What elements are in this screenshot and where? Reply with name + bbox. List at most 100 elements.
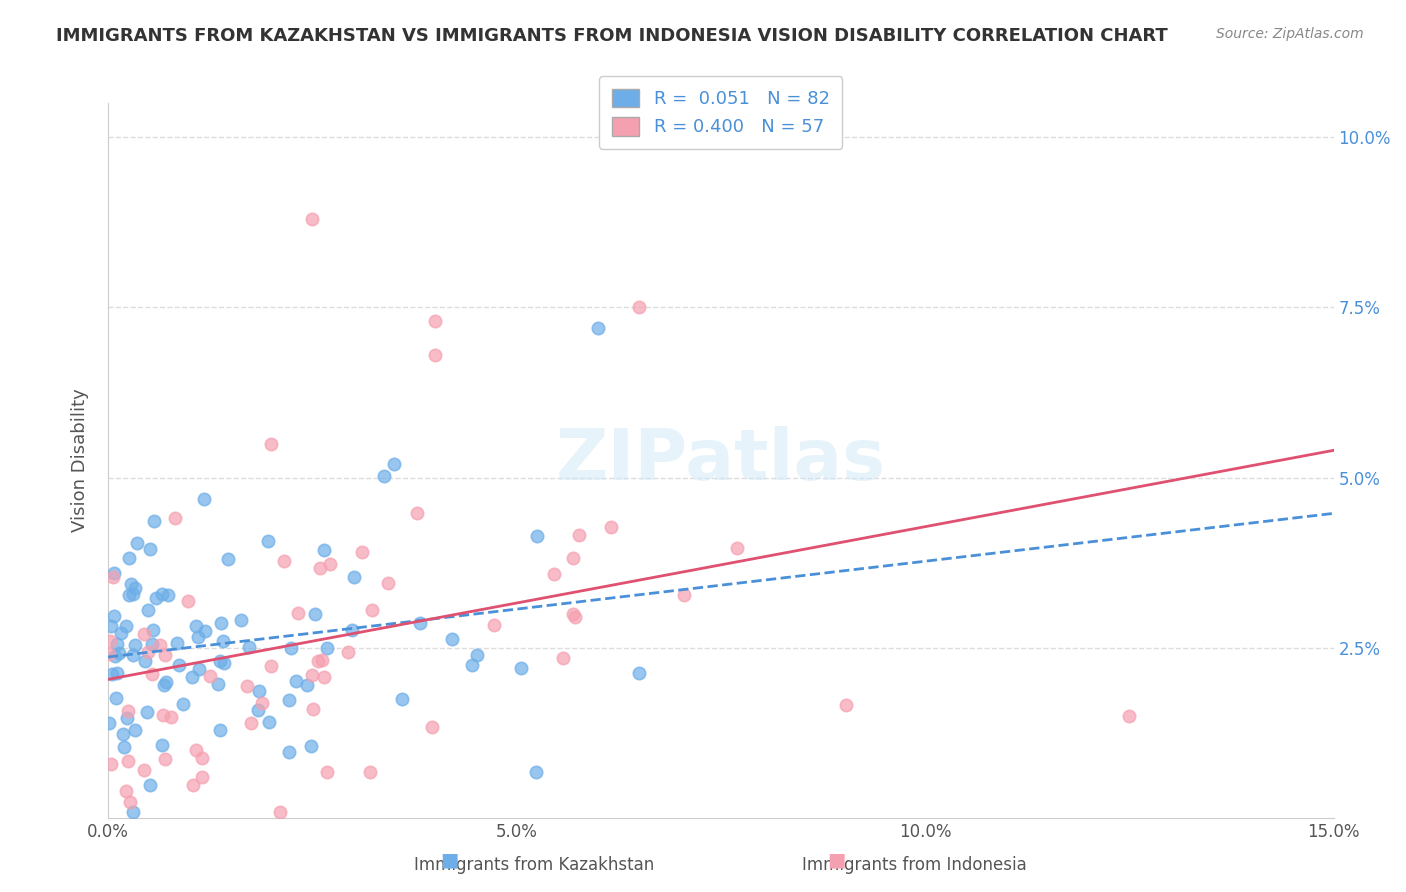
Point xyxy=(235,679,257,693)
Point xyxy=(524,764,547,779)
Point xyxy=(406,506,429,520)
Point xyxy=(121,587,143,601)
Point xyxy=(139,778,162,792)
Point xyxy=(155,675,177,690)
Point xyxy=(308,561,330,575)
Point xyxy=(177,594,200,608)
Point xyxy=(97,716,120,731)
Point xyxy=(564,609,586,624)
Point xyxy=(361,602,384,616)
Point xyxy=(382,457,405,471)
Point xyxy=(301,702,323,716)
Point xyxy=(217,552,239,566)
Point xyxy=(295,678,318,692)
Point xyxy=(304,607,326,621)
Point xyxy=(122,648,145,663)
Point xyxy=(239,716,262,731)
Point xyxy=(112,739,135,754)
Point xyxy=(319,558,342,572)
Point xyxy=(138,603,160,617)
Point xyxy=(377,576,399,591)
Point xyxy=(314,543,336,558)
Point xyxy=(409,615,432,630)
Point xyxy=(191,751,214,765)
Point xyxy=(278,745,301,759)
Point xyxy=(142,514,165,528)
Point xyxy=(101,570,124,584)
Point xyxy=(420,720,443,734)
Point xyxy=(139,542,162,557)
Point xyxy=(208,654,231,668)
Point xyxy=(110,625,132,640)
Point xyxy=(121,805,143,819)
Point xyxy=(98,634,121,648)
Point xyxy=(118,795,141,809)
Point xyxy=(167,658,190,673)
Point xyxy=(835,698,858,712)
Point xyxy=(124,581,146,595)
Point xyxy=(628,300,651,314)
Point xyxy=(526,529,548,543)
Point xyxy=(117,704,139,718)
Point xyxy=(115,783,138,797)
Point xyxy=(120,577,142,591)
Point xyxy=(247,684,270,698)
Point xyxy=(141,637,163,651)
Point xyxy=(153,752,176,766)
Point xyxy=(145,591,167,606)
Point xyxy=(135,705,157,719)
Point xyxy=(373,469,395,483)
Point xyxy=(112,727,135,741)
Point xyxy=(337,645,360,659)
Point xyxy=(561,607,583,621)
Point xyxy=(312,670,335,684)
Point xyxy=(157,589,180,603)
Point xyxy=(105,691,128,706)
Point xyxy=(311,653,333,667)
Point xyxy=(484,618,506,632)
Point xyxy=(100,619,122,633)
Point xyxy=(132,627,155,641)
Point xyxy=(127,536,149,550)
Text: ■: ■ xyxy=(827,851,846,870)
Legend: R =  0.051   N = 82, R = 0.400   N = 57: R = 0.051 N = 82, R = 0.400 N = 57 xyxy=(599,76,842,149)
Text: ■: ■ xyxy=(440,851,460,870)
Point xyxy=(107,665,129,680)
Point xyxy=(260,436,283,450)
Point xyxy=(273,553,295,567)
Point xyxy=(181,778,204,792)
Point xyxy=(600,520,623,534)
Point xyxy=(198,669,221,683)
Point xyxy=(184,743,207,757)
Point xyxy=(1118,709,1140,723)
Point xyxy=(316,765,339,780)
Point xyxy=(104,648,127,663)
Point xyxy=(153,648,176,662)
Point xyxy=(194,624,217,638)
Point xyxy=(150,738,173,752)
Point xyxy=(132,763,155,777)
Point xyxy=(190,770,212,784)
Point xyxy=(423,348,446,362)
Point xyxy=(160,710,183,724)
Point xyxy=(247,703,270,717)
Text: Source: ZipAtlas.com: Source: ZipAtlas.com xyxy=(1216,27,1364,41)
Point xyxy=(193,492,215,507)
Text: IMMIGRANTS FROM KAZAKHSTAN VS IMMIGRANTS FROM INDONESIA VISION DISABILITY CORREL: IMMIGRANTS FROM KAZAKHSTAN VS IMMIGRANTS… xyxy=(56,27,1168,45)
Point xyxy=(277,693,299,707)
Point xyxy=(101,667,124,681)
Point xyxy=(212,656,235,670)
Point xyxy=(551,650,574,665)
Point xyxy=(180,671,202,685)
Point xyxy=(118,588,141,602)
Point xyxy=(465,648,488,662)
Point xyxy=(124,723,146,737)
Point xyxy=(124,639,146,653)
Point xyxy=(461,657,484,672)
Point xyxy=(149,639,172,653)
Point xyxy=(238,640,260,654)
Point xyxy=(108,646,131,660)
Point xyxy=(172,697,194,711)
Point xyxy=(725,541,748,555)
Point xyxy=(208,723,231,737)
